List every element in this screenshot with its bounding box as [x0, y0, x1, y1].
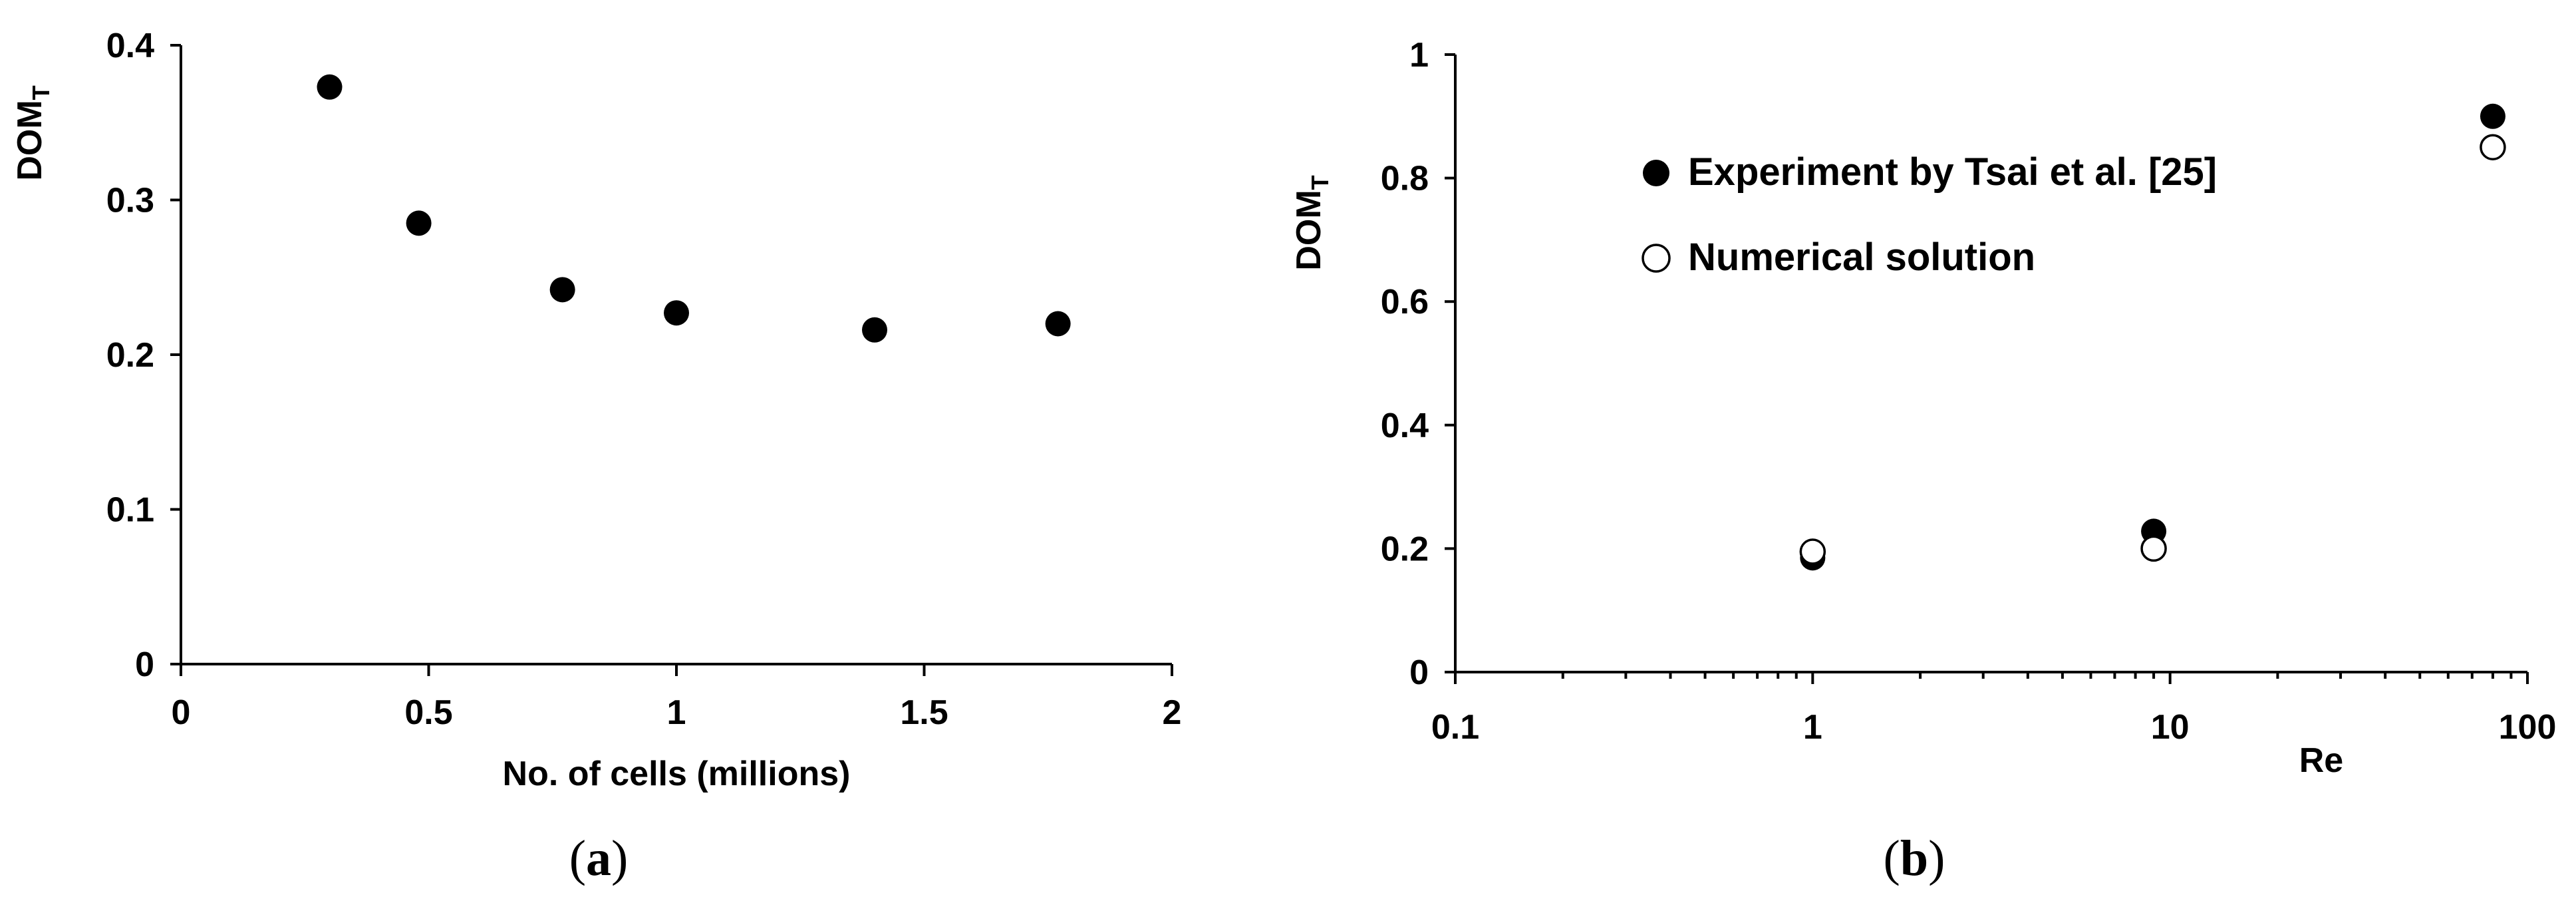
panel-label-close-paren: ) [611, 830, 628, 886]
y-axis-label: DOMT [1290, 175, 1334, 270]
y-tick-label: 0.1 [106, 491, 154, 530]
y-tick-label: 0.2 [106, 336, 154, 375]
y-axis-label: DOMT [11, 85, 55, 180]
x-tick-label: 2 [1163, 693, 1182, 732]
legend-entry: Numerical solution [1688, 236, 2035, 279]
y-tick-label: 0.6 [1381, 283, 1429, 321]
y-tick-label: 1 [1409, 36, 1429, 75]
x-axis-label: Re [2299, 741, 2343, 780]
legend-entry: Experiment by Tsai et al. [25] [1688, 150, 2217, 194]
y-axis-label-subscript: T [27, 85, 55, 100]
data-point-filled [862, 317, 887, 343]
x-tick-label: 0 [172, 693, 191, 732]
x-tick-label: 10 [2151, 708, 2190, 747]
data-point-filled [664, 300, 689, 326]
y-axis-label-subscript: T [1306, 175, 1334, 190]
chart-panel-b: 0 0.2 0.4 0.6 0.8 1 0.1 1 10 100 DOMT Re Experiment … [1290, 36, 2556, 886]
panel-label: (b) [1884, 830, 1945, 886]
panel-label: (a) [569, 830, 629, 886]
y-axis-label-main: DOM [11, 100, 49, 180]
y-tick-label: 0.3 [106, 182, 154, 220]
y-tick-label: 0.4 [106, 27, 154, 65]
y-tick-label: 0 [1409, 653, 1429, 692]
panel-label-open-paren: ( [569, 830, 586, 886]
y-tick-label: 0 [135, 645, 154, 684]
panel-label-open-paren: ( [1884, 830, 1900, 886]
y-tick-label: 0.4 [1381, 407, 1429, 445]
legend-marker-filled [1643, 160, 1669, 186]
panel-label-letter: a [586, 830, 611, 886]
y-axis-label-main: DOM [1290, 190, 1328, 270]
legend-marker-open [1642, 244, 1671, 273]
y-tick-label: 0.2 [1381, 530, 1429, 568]
data-point-filled [406, 210, 432, 236]
x-tick-label: 1.5 [900, 693, 948, 732]
data-point-open [2140, 535, 2167, 562]
panel-label-close-paren: ) [1928, 830, 1945, 886]
y-tick-label: 0.8 [1381, 160, 1429, 198]
data-point-filled [317, 74, 343, 100]
data-point-open [2480, 134, 2506, 160]
x-tick-label: 100 [2499, 708, 2557, 747]
chart-panel-a: 0 0.1 0.2 0.3 0.4 0 0.5 1 1.5 2 DOMT No. of cells (… [11, 27, 1181, 886]
x-tick-label: 1 [667, 693, 686, 732]
x-tick-label: 1 [1803, 708, 1822, 747]
data-point-filled [1045, 311, 1071, 337]
data-point-open [1799, 538, 1826, 565]
x-axis-label: No. of cells (millions) [503, 755, 851, 793]
data-point-filled [549, 277, 575, 303]
data-point-filled [2480, 103, 2505, 129]
x-tick-label: 0.5 [404, 693, 452, 732]
x-tick-label: 0.1 [1431, 708, 1479, 747]
panel-label-letter: b [1900, 830, 1928, 886]
